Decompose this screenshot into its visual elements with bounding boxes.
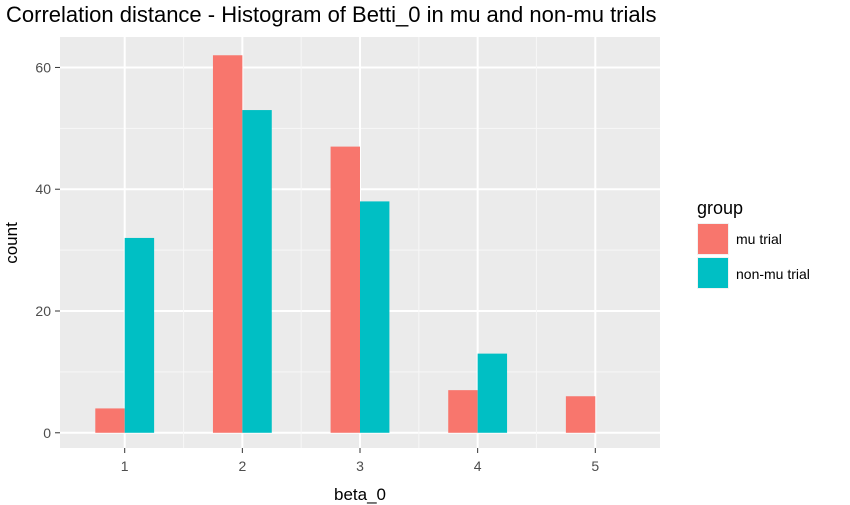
x-tick-label: 4 [474,458,482,474]
bar-non-mu-trial-2 [242,110,272,433]
bar-mu-trial-2 [212,55,243,433]
y-axis: 0 20 40 60 [35,59,60,441]
chart-title: Correlation distance - Histogram of Bett… [6,2,657,27]
y-axis-title: count [2,222,21,264]
legend-label-non-mu-trial: non-mu trial [736,266,810,282]
bar-mu-trial-4 [448,390,478,433]
bar-non-mu-trial-4 [477,353,508,433]
y-tick-label: 60 [35,59,51,75]
y-tick-label: 0 [43,425,51,441]
x-tick-label: 5 [591,458,599,474]
bar-non-mu-trial-3 [360,201,390,433]
bar-mu-trial-5 [565,396,596,433]
legend-label-mu-trial: mu trial [736,231,782,247]
x-tick-label: 2 [238,458,246,474]
legend: group mu trial non-mu trial [697,198,810,289]
x-axis: 1 2 3 4 5 [121,448,599,474]
x-tick-label: 1 [121,458,129,474]
legend-swatch-mu-trial [698,224,728,254]
legend-title: group [697,198,743,218]
y-tick-label: 20 [35,303,51,319]
legend-swatch-non-mu-trial [698,258,728,288]
y-tick-label: 40 [35,181,51,197]
bar-non-mu-trial-1 [124,237,155,433]
bars [95,55,596,433]
bar-mu-trial-3 [330,146,360,433]
x-axis-title: beta_0 [334,485,386,504]
bar-mu-trial-1 [95,408,125,433]
x-tick-label: 3 [356,458,364,474]
